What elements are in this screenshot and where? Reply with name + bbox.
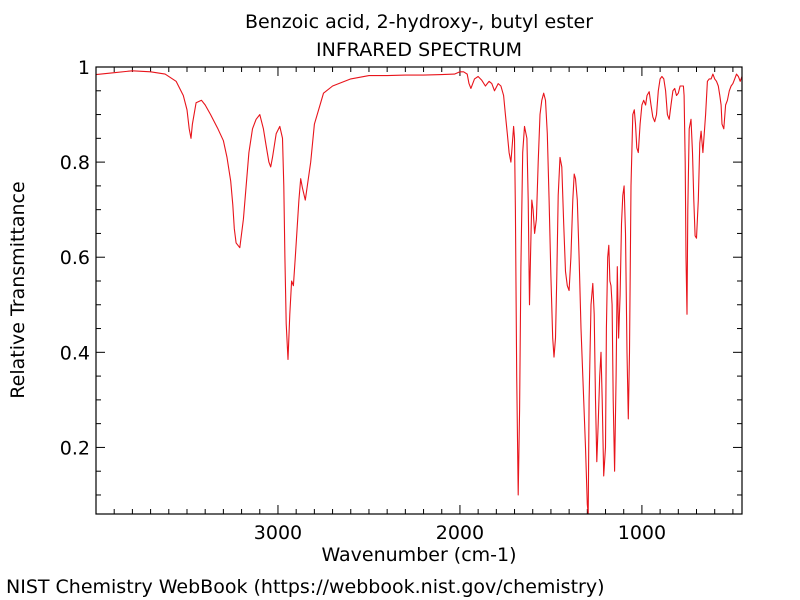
y-tick-label: 0.2 <box>60 437 90 459</box>
source-credit: NIST Chemistry WebBook (https://webbook.… <box>6 576 605 598</box>
chart-title: Benzoic acid, 2-hydroxy-, butyl ester <box>245 11 593 33</box>
axis-ticks: 0.2 0.4 0.6 0.8 1 3000 2000 1000 <box>60 57 742 544</box>
x-tick-label: 1000 <box>618 522 666 544</box>
series-layer <box>95 70 743 515</box>
y-tick-label: 0.6 <box>60 247 90 269</box>
spectrum-line <box>95 70 743 515</box>
x-axis-label: Wavenumber (cm-1) <box>321 544 516 566</box>
x-tick-label: 2000 <box>436 522 484 544</box>
y-tick-label: 0.8 <box>60 152 90 174</box>
y-axis-label: Relative Transmittance <box>7 181 29 398</box>
chart-subtitle: INFRARED SPECTRUM <box>316 39 522 61</box>
x-tick-label: 3000 <box>254 522 302 544</box>
plot-frame <box>95 66 743 515</box>
y-tick-label: 0.4 <box>60 342 90 364</box>
y-tick-label: 1 <box>78 57 90 79</box>
